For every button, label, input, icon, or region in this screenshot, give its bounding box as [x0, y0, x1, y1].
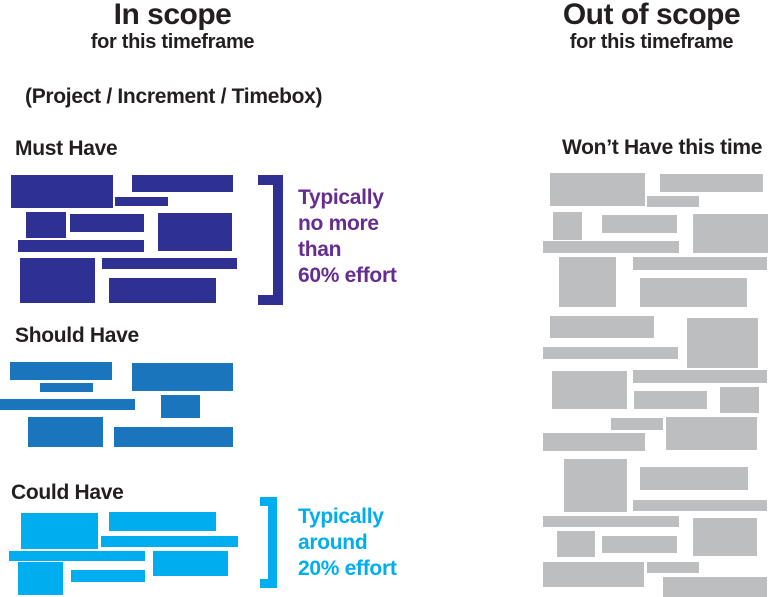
should-requirement-bar	[161, 395, 200, 418]
wont-requirement-bar	[634, 391, 707, 409]
wont-requirement-bar	[559, 257, 616, 307]
must-have-bracket	[258, 175, 283, 305]
must-requirement-bar	[70, 214, 144, 232]
must-requirement-bar	[11, 175, 113, 208]
wont-requirement-bar	[552, 371, 627, 409]
wont-requirement-bar	[543, 347, 678, 359]
wont-requirement-bar	[550, 316, 654, 338]
wont-requirement-bar	[693, 518, 757, 556]
could-requirement-bar	[71, 570, 145, 582]
must-have-effort-note: Typically no more than 60% effort	[298, 186, 397, 287]
must-requirement-bar	[158, 213, 232, 251]
context-label: (Project / Increment / Timebox)	[25, 85, 323, 108]
must-requirement-bar	[109, 278, 216, 303]
in-scope-title: In scope	[113, 0, 232, 31]
wont-requirement-bar	[602, 536, 677, 553]
wont-have-label: Won’t Have this time	[562, 136, 763, 159]
in-scope-subtitle: for this timeframe	[90, 31, 255, 53]
could-requirement-bar	[153, 551, 228, 576]
could-have-effort-note: Typically around 20% effort	[298, 505, 397, 580]
must-have-label: Must Have	[15, 137, 118, 160]
could-requirement-bar	[21, 513, 98, 549]
could-have-bracket	[260, 497, 277, 588]
wont-requirement-bar	[543, 516, 679, 527]
could-requirement-bar	[18, 562, 63, 595]
could-requirement-bar	[101, 536, 238, 547]
in-scope-header: In scope for this timeframe	[0, 0, 345, 53]
wont-requirement-bar	[550, 173, 645, 206]
must-requirement-bar	[26, 212, 66, 238]
wont-requirement-bar	[640, 278, 747, 307]
wont-requirement-bar	[564, 459, 627, 512]
should-requirement-bar	[132, 363, 233, 391]
must-requirement-bar	[132, 175, 233, 192]
wont-requirement-bar	[543, 433, 645, 451]
wont-requirement-bar	[720, 387, 759, 413]
should-requirement-bar	[0, 399, 135, 410]
wont-requirement-bar	[687, 318, 758, 368]
wont-requirement-bar	[633, 257, 767, 270]
wont-requirement-bar	[663, 577, 767, 597]
out-of-scope-subtitle: for this timeframe	[569, 31, 734, 53]
must-requirement-bar	[18, 240, 144, 252]
must-requirement-bar	[102, 258, 237, 269]
wont-requirement-bar	[666, 417, 757, 450]
could-have-label: Could Have	[11, 481, 124, 504]
should-requirement-bar	[114, 427, 233, 447]
could-requirement-bar	[9, 551, 145, 561]
wont-requirement-bar	[543, 241, 679, 253]
must-requirement-bar	[115, 197, 168, 206]
must-requirement-bar	[20, 258, 95, 303]
out-of-scope-header: Out of scope for this timeframe	[535, 0, 768, 53]
could-requirement-bar	[109, 512, 216, 531]
wont-requirement-bar	[640, 467, 748, 490]
should-requirement-bar	[28, 417, 103, 447]
wont-requirement-bar	[543, 562, 644, 587]
wont-requirement-bar	[602, 215, 677, 233]
should-have-label: Should Have	[15, 324, 139, 347]
wont-requirement-bar	[660, 174, 763, 192]
wont-requirement-bar	[693, 214, 768, 253]
wont-requirement-bar	[647, 562, 699, 573]
wont-requirement-bar	[647, 196, 699, 207]
wont-requirement-bar	[633, 370, 767, 383]
wont-requirement-bar	[611, 418, 663, 430]
should-requirement-bar	[40, 383, 93, 392]
should-requirement-bar	[10, 362, 112, 380]
wont-requirement-bar	[553, 212, 582, 240]
out-of-scope-title: Out of scope	[562, 0, 741, 31]
wont-requirement-bar	[633, 500, 767, 511]
wont-requirement-bar	[557, 531, 595, 557]
